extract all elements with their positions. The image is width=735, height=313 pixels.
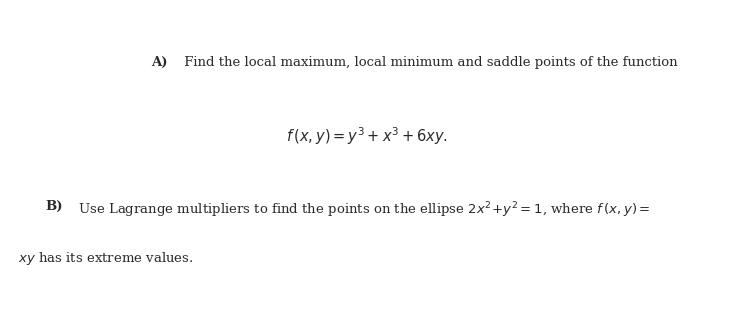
Text: $xy$ has its extreme values.: $xy$ has its extreme values. xyxy=(18,250,194,267)
Text: Find the local maximum, local minimum and saddle points of the function: Find the local maximum, local minimum an… xyxy=(180,56,678,69)
Text: Use Lagrange multipliers to find the points on the ellipse $2x^2\!+\!y^2 = 1$, w: Use Lagrange multipliers to find the poi… xyxy=(74,200,650,220)
Text: A): A) xyxy=(151,56,167,69)
Text: B): B) xyxy=(46,200,63,213)
Text: $f\,(x, y) = y^3 + x^3 + 6xy.$: $f\,(x, y) = y^3 + x^3 + 6xy.$ xyxy=(287,125,448,147)
